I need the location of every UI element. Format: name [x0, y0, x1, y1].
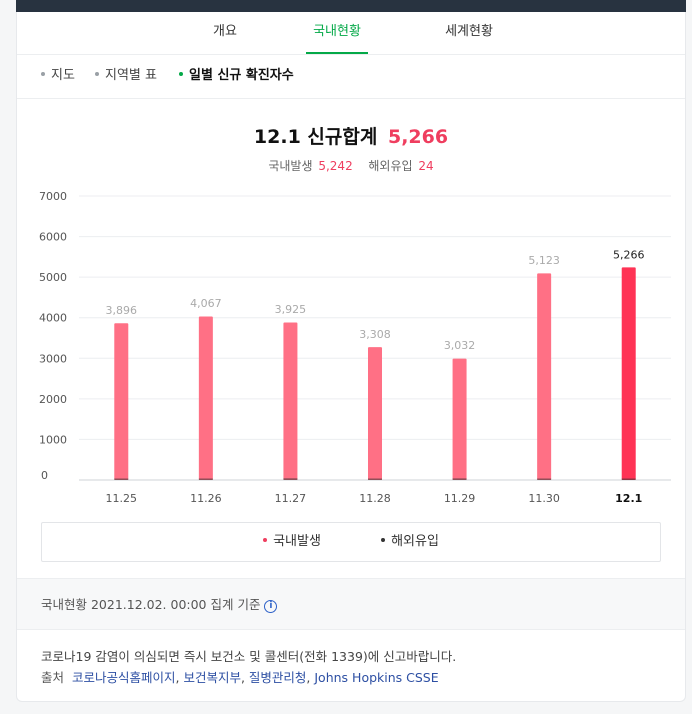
legend-dot-overseas [381, 537, 386, 542]
bar-total-label: 3,896 [106, 304, 138, 317]
main-tabs: 개요 국내현황 세계현황 [17, 12, 685, 55]
legend-item-domestic[interactable]: 국내발생 [263, 523, 321, 561]
bar-total-label: 5,123 [528, 254, 560, 267]
y-tick-label: 7000 [39, 190, 67, 203]
x-tick-label: 11.30 [528, 492, 560, 505]
bar-domestic [198, 316, 213, 480]
y-tick-label: 2000 [39, 393, 67, 406]
source-link-mohw[interactable]: 보건복지부 [183, 670, 241, 685]
source-link-jhu-csse[interactable]: Johns Hopkins CSSE [314, 670, 439, 685]
notice-text: 코로나19 감염이 의심되면 즉시 보건소 및 콜센터(전화 1339)에 신고… [41, 649, 457, 664]
sub-tabs: 지도 지역별 표 일별 신규 확진자수 [17, 54, 685, 99]
x-tick-label: 11.29 [444, 492, 476, 505]
overseas-value: 24 [418, 159, 434, 173]
top-header-bar [16, 0, 686, 12]
tab-overview[interactable]: 개요 [213, 24, 237, 39]
chart-subtitle: 국내발생 5,242 해외유입 24 [17, 157, 685, 174]
bullet-dot-active [179, 71, 183, 76]
subtab-map[interactable]: 지도 [41, 54, 75, 98]
chart-total-value: 5,266 [387, 126, 449, 148]
y-tick-label: 6000 [39, 231, 67, 244]
subtab-map-label: 지도 [51, 68, 75, 83]
daily-cases-bar-chart: 0 1000 2000 3000 4000 5000 6000 7000 3,896 11.25 4… [39, 190, 671, 505]
y-tick-label: 0 [41, 469, 48, 482]
info-icon[interactable]: i [264, 600, 278, 613]
covid-status-card: 개요 국내현황 세계현황 지도 지역별 표 일별 신규 확진자수 12.1 신규… [16, 12, 686, 702]
bar-domestic [283, 322, 298, 480]
bar-total-label: 4,067 [190, 297, 222, 310]
x-tick-label: 12.1 [615, 492, 642, 505]
chart-title-prefix: 12.1 신규합계 [253, 126, 378, 148]
bar-overseas [368, 478, 382, 480]
bar-total-label: 3,032 [444, 339, 476, 352]
bar-overseas [621, 478, 636, 480]
x-tick-label: 11.26 [190, 492, 222, 505]
y-tick-label: 1000 [39, 433, 67, 446]
y-tick-label: 4000 [39, 312, 67, 325]
bar-domestic [368, 347, 382, 480]
basis-text: 국내현황 2021.12.02. 00:00 집계 기준 [41, 597, 261, 612]
bar-overseas [537, 478, 552, 480]
bullet-dot [41, 71, 45, 76]
legend-item-overseas[interactable]: 해외유입 [381, 523, 439, 561]
source-link-kdca-home[interactable]: 코로나공식홈페이지 [71, 670, 176, 685]
chart-header: 12.1 신규합계 5,266 국내발생 5,242 해외유입 24 [17, 122, 685, 174]
notice-block: 코로나19 감염이 의심되면 즉시 보건소 및 콜센터(전화 1339)에 신고… [41, 646, 456, 688]
x-tick-label: 11.27 [275, 492, 307, 505]
source-link-kdca[interactable]: 질병관리청 [248, 670, 307, 685]
bar-total-label: 5,266 [613, 248, 645, 261]
source-line: 출처 코로나공식홈페이지, 보건복지부, 질병관리청, Johns Hopkin… [41, 670, 439, 685]
bullet-dot [95, 71, 99, 76]
bar-domestic [114, 323, 129, 480]
bar-domestic [621, 267, 636, 480]
tab-domestic[interactable]: 국내현황 [306, 12, 368, 54]
bar-domestic [452, 358, 467, 480]
domestic-value: 5,242 [318, 159, 353, 173]
overseas-label: 해외유입 [368, 159, 413, 173]
x-tick-label: 11.28 [359, 492, 391, 505]
bar-overseas [283, 478, 298, 480]
bar-total-label: 3,925 [275, 303, 307, 316]
y-tick-label: 5000 [39, 271, 67, 284]
source-label: 출처 [41, 670, 65, 685]
bar-overseas [198, 478, 213, 480]
domestic-label: 국내발생 [268, 159, 313, 173]
tab-world[interactable]: 세계현황 [445, 24, 493, 39]
bar-total-label: 3,308 [359, 328, 391, 341]
legend-label-domestic: 국내발생 [273, 534, 321, 549]
bar-overseas [452, 478, 467, 480]
subtab-region-table-label: 지역별 표 [105, 68, 157, 83]
bar-overseas [114, 478, 129, 480]
chart-title: 12.1 신규합계 5,266 [17, 122, 685, 149]
bar-domestic [537, 273, 552, 480]
chart-legend: 국내발생 해외유입 [41, 522, 661, 562]
subtab-daily-cases-label: 일별 신규 확진자수 [189, 68, 294, 83]
legend-label-overseas: 해외유입 [391, 534, 439, 549]
x-tick-label: 11.25 [106, 492, 138, 505]
basis-info-bar: 국내현황 2021.12.02. 00:00 집계 기준 i [17, 578, 685, 630]
subtab-region-table[interactable]: 지역별 표 [95, 54, 157, 98]
legend-dot-domestic [263, 537, 268, 542]
y-tick-label: 3000 [39, 352, 67, 365]
subtab-daily-cases[interactable]: 일별 신규 확진자수 [179, 54, 294, 98]
